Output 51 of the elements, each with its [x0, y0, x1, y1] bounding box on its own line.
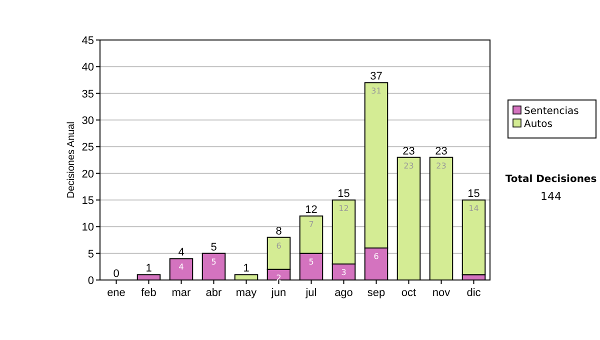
data-label: 4 [178, 262, 184, 272]
y-tick-label: 40 [82, 62, 94, 74]
data-label: 6 [374, 252, 379, 261]
x-tick-label: oct [401, 287, 416, 299]
x-tick-label: jun [270, 287, 286, 299]
x-tick-label: feb [141, 287, 156, 299]
total-label: 1 [146, 262, 152, 275]
y-tick-label: 35 [82, 88, 94, 100]
text: 144 [540, 190, 562, 203]
x-tick-label: may [236, 287, 258, 299]
data-label: 31 [371, 86, 382, 96]
y-tick-label: 15 [82, 195, 94, 207]
y-tick-label: 30 [82, 115, 94, 127]
total-label: 1 [243, 262, 250, 275]
data-label: 5 [308, 257, 314, 266]
y-tick-label: 25 [82, 142, 94, 154]
data-label: 12 [338, 204, 349, 213]
total-label: 15 [338, 188, 350, 200]
y-tick-label: 10 [82, 222, 94, 234]
data-label: 7 [308, 220, 314, 229]
y-tick-label: 20 [82, 168, 94, 180]
x-tick-label: ago [334, 287, 353, 299]
data-label: 6 [276, 241, 282, 250]
text: Total Decisiones [505, 174, 597, 185]
data-label: 23 [436, 161, 446, 170]
total-label: 5 [210, 241, 217, 254]
data-label: 5 [211, 257, 216, 266]
total-label: 37 [370, 70, 382, 83]
data-label: 14 [468, 204, 479, 213]
x-tick-label: jul [304, 287, 317, 299]
total-label: 4 [178, 246, 184, 259]
legend-label: Autos [524, 119, 552, 130]
y-tick-label: 45 [82, 35, 94, 47]
total-label: 15 [468, 188, 480, 200]
x-tick-label: abr [206, 287, 222, 299]
y-tick-label: 0 [88, 275, 94, 287]
total-label: 12 [305, 204, 318, 216]
y-tick-label: 5 [88, 248, 94, 260]
x-tick-label: dic [466, 287, 482, 299]
total-label: 23 [402, 145, 415, 158]
x-tick-label: mar [172, 287, 192, 299]
x-tick-label: sep [367, 287, 386, 299]
x-tick-label: nov [432, 287, 451, 299]
total-label: 8 [276, 225, 282, 238]
legend-label: Sentencias [524, 106, 579, 117]
data-label: 3 [341, 268, 346, 277]
x-tick-label: ene [107, 287, 126, 299]
total-label: 23 [435, 145, 448, 158]
data-label: 23 [404, 161, 414, 170]
y-axis-title: Decisiones Anual [66, 122, 77, 198]
total-label: 0 [113, 268, 120, 280]
